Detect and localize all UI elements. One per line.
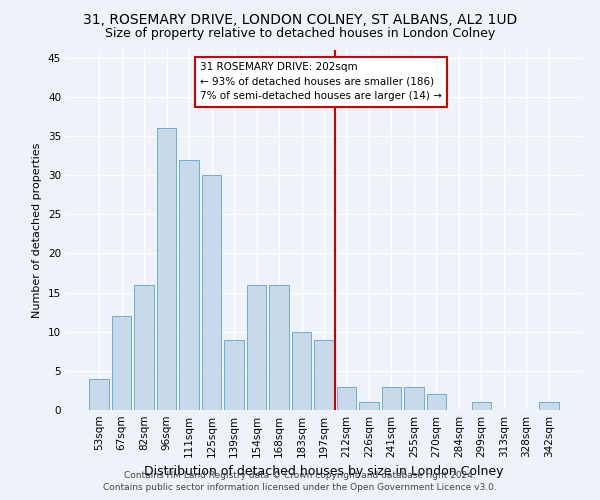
Bar <box>269 285 289 410</box>
Bar <box>134 285 154 410</box>
Text: Size of property relative to detached houses in London Colney: Size of property relative to detached ho… <box>105 28 495 40</box>
Bar <box>314 340 334 410</box>
Bar <box>89 378 109 410</box>
Text: 31 ROSEMARY DRIVE: 202sqm
← 93% of detached houses are smaller (186)
7% of semi-: 31 ROSEMARY DRIVE: 202sqm ← 93% of detac… <box>200 62 442 102</box>
X-axis label: Distribution of detached houses by size in London Colney: Distribution of detached houses by size … <box>144 466 504 478</box>
Bar <box>337 386 356 410</box>
Bar <box>157 128 176 410</box>
Bar <box>404 386 424 410</box>
Bar <box>472 402 491 410</box>
Bar <box>539 402 559 410</box>
Bar <box>179 160 199 410</box>
Bar <box>292 332 311 410</box>
Bar <box>382 386 401 410</box>
Bar <box>224 340 244 410</box>
Y-axis label: Number of detached properties: Number of detached properties <box>32 142 43 318</box>
Text: Contains HM Land Registry data © Crown copyright and database right 2024.
Contai: Contains HM Land Registry data © Crown c… <box>103 471 497 492</box>
Bar <box>202 175 221 410</box>
Bar <box>359 402 379 410</box>
Bar <box>247 285 266 410</box>
Bar <box>112 316 131 410</box>
Bar <box>427 394 446 410</box>
Text: 31, ROSEMARY DRIVE, LONDON COLNEY, ST ALBANS, AL2 1UD: 31, ROSEMARY DRIVE, LONDON COLNEY, ST AL… <box>83 12 517 26</box>
